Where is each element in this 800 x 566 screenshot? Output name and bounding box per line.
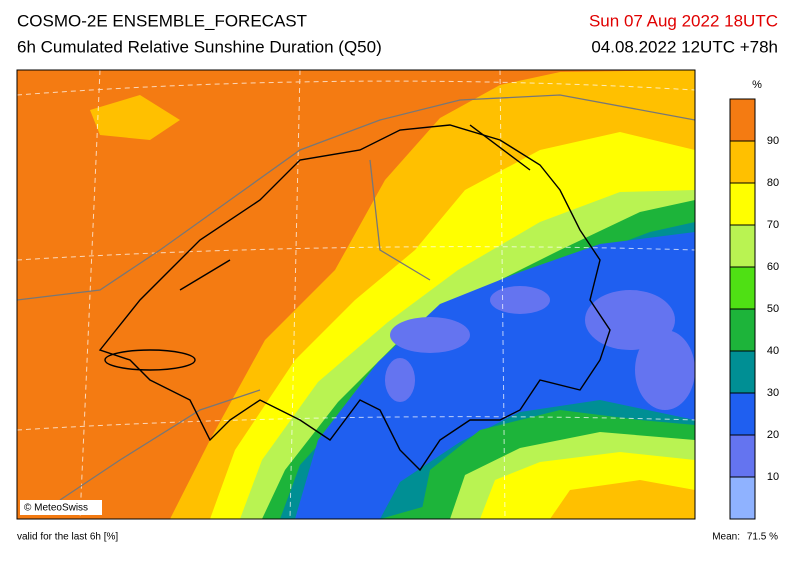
run-time: 04.08.2022 12UTC +78h: [591, 37, 778, 56]
colorbar-bin: [730, 393, 755, 435]
colorbar-tick-label: 30: [767, 387, 779, 399]
colorbar-bin: [730, 435, 755, 477]
credit: © MeteoSwiss: [24, 503, 88, 514]
mean-label: Mean:: [712, 532, 740, 543]
subtitle: 6h Cumulated Relative Sunshine Duration …: [17, 37, 382, 56]
colorbar-bin: [730, 99, 755, 141]
colorbar-bin: [730, 267, 755, 309]
colorbar-bin: [730, 309, 755, 351]
colorbar: % 10 20 30 40 50 60 70 80 90: [729, 79, 779, 520]
mean-value: 71.5 %: [747, 532, 778, 543]
colorbar-tick-label: 40: [767, 345, 779, 357]
colorbar-bin: [730, 351, 755, 393]
colorbar-bin: [730, 141, 755, 183]
colorbar-tick-label: 20: [767, 429, 779, 441]
colorbar-bin: [730, 477, 755, 519]
colorbar-tick-label: 10: [767, 471, 779, 483]
colorbar-tick-label: 70: [767, 219, 779, 231]
colorbar-bin: [730, 225, 755, 267]
footer-note: valid for the last 6h [%]: [17, 532, 118, 543]
colorbar-tick-label: 90: [767, 135, 779, 147]
title: COSMO-2E ENSEMBLE_FORECAST: [17, 11, 307, 30]
colorbar-tick-label: 80: [767, 177, 779, 189]
colorbar-bin: [730, 183, 755, 225]
map: © MeteoSwiss: [16, 69, 696, 520]
colorbar-tick-label: 50: [767, 303, 779, 315]
colorbar-unit: %: [752, 79, 762, 91]
colorbar-tick-label: 60: [767, 261, 779, 273]
valid-time: Sun 07 Aug 2022 18UTC: [589, 11, 778, 30]
